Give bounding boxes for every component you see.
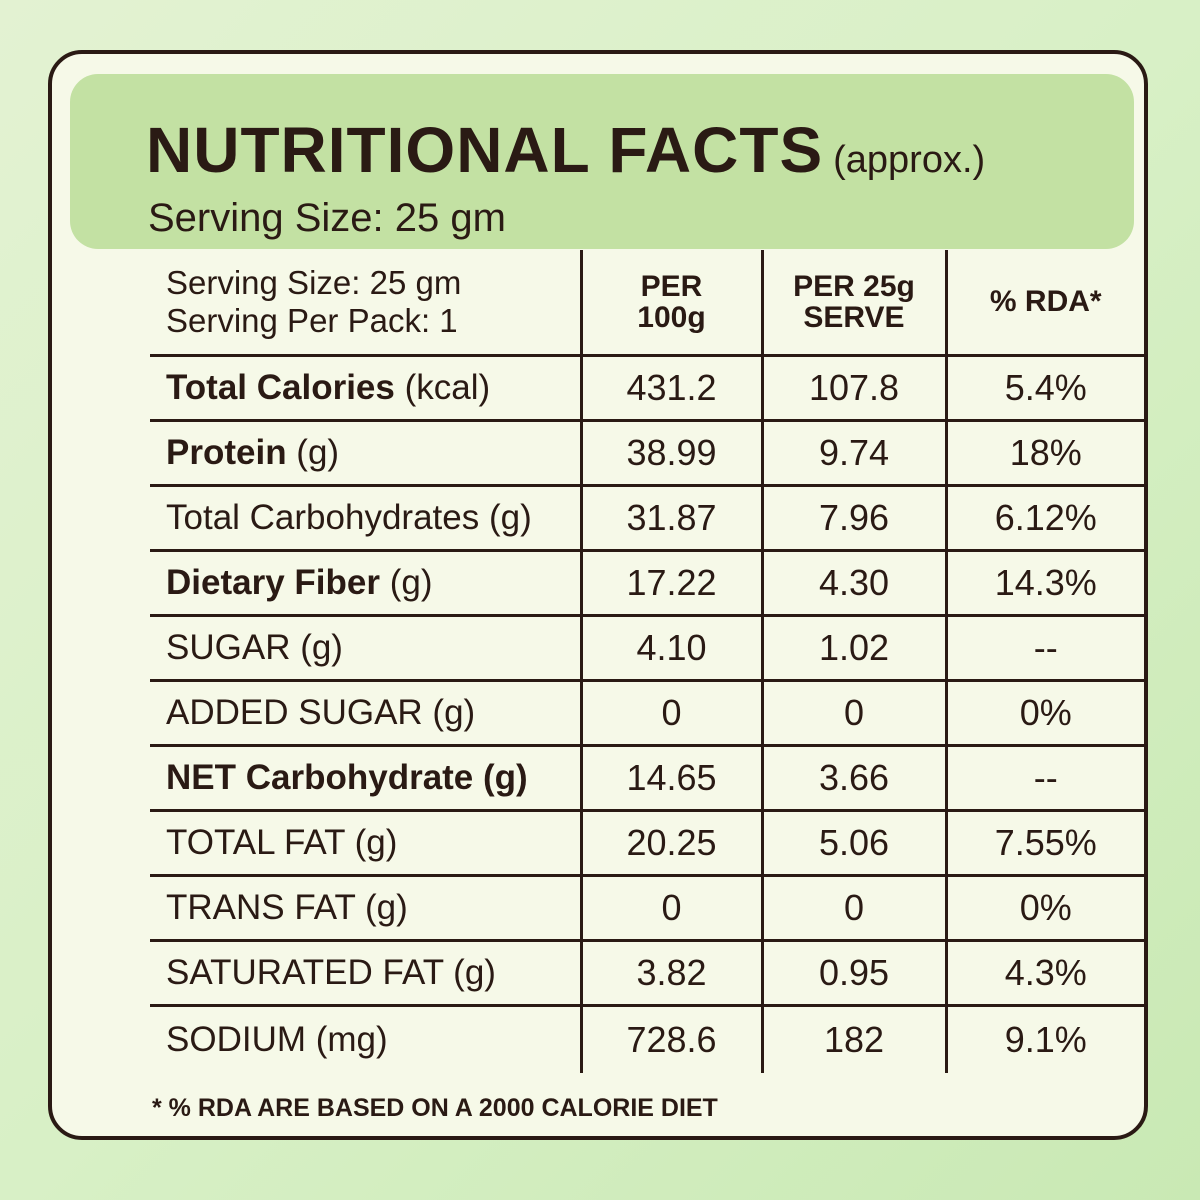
nutrient-label: ADDED SUGAR (g)	[150, 680, 581, 747]
per-25g-value: 7.96	[760, 485, 946, 552]
rda-value: 4.3%	[944, 940, 1144, 1007]
nutrient-label: TRANS FAT (g)	[150, 875, 581, 942]
title-banner: NUTRITIONAL FACTS (approx.) Serving Size:…	[70, 74, 1134, 249]
table-row: Protein (g) 38.99 9.74 18%	[150, 420, 1144, 487]
per-25g-value: 0	[760, 875, 946, 942]
nutrient-label: Total Carbohydrates (g)	[150, 485, 581, 552]
nutrient-name: TRANS FAT (g)	[166, 888, 408, 927]
per-100g-value: 431.2	[579, 355, 762, 422]
table-row: NET Carbohydrate (g) 14.65 3.66 --	[150, 745, 1144, 812]
nutrient-name: SATURATED FAT (g)	[166, 953, 496, 992]
nutrient-name: Dietary Fiber	[166, 563, 380, 602]
table-row: SATURATED FAT (g) 3.82 0.95 4.3%	[150, 940, 1144, 1007]
serving-per-pack-label: Serving Per Pack: 1	[166, 302, 458, 339]
serving-size-subtitle: Serving Size: 25 gm	[148, 196, 506, 240]
title-text: NUTRITIONAL FACTS	[146, 114, 824, 186]
nutrient-label: NET Carbohydrate (g)	[150, 745, 581, 812]
rda-value: --	[944, 615, 1144, 682]
nutrient-label: Total Calories (kcal)	[150, 355, 581, 422]
per-25g-value: 0	[760, 680, 946, 747]
rda-value: 14.3%	[944, 550, 1144, 617]
nutrient-name: ADDED SUGAR (g)	[166, 693, 476, 732]
table-row: Total Carbohydrates (g) 31.87 7.96 6.12%	[150, 485, 1144, 552]
per-100g-header: PER 100g	[579, 250, 762, 357]
nutrient-name: NET Carbohydrate (g)	[166, 758, 528, 797]
nutrient-label: Dietary Fiber (g)	[150, 550, 581, 617]
nutrient-name: Total Carbohydrates (g)	[166, 498, 532, 537]
per-100g-value: 3.82	[579, 940, 762, 1007]
rda-value: 6.12%	[944, 485, 1144, 552]
rda-value: 18%	[944, 420, 1144, 487]
nutrient-name: SODIUM (mg)	[166, 1020, 388, 1059]
nutrient-name: SUGAR (g)	[166, 628, 343, 667]
rda-value: 0%	[944, 875, 1144, 942]
header-line: 100g	[637, 301, 706, 334]
nutrition-rows: Total Calories (kcal) 431.2 107.8 5.4% Prote…	[150, 355, 1144, 1074]
per-100g-value: 20.25	[579, 810, 762, 877]
rda-value: 0%	[944, 680, 1144, 747]
per-100g-value: 14.65	[579, 745, 762, 812]
per-100g-value: 0	[579, 680, 762, 747]
title-note: (approx.)	[833, 139, 986, 181]
per-100g-value: 38.99	[579, 420, 762, 487]
nutrition-card: NUTRITIONAL FACTS (approx.) Serving Size:…	[48, 50, 1148, 1140]
per-25g-value: 1.02	[760, 615, 946, 682]
rda-value: --	[944, 745, 1144, 812]
nutrient-unit: (g)	[379, 563, 433, 602]
table-row: TOTAL FAT (g) 20.25 5.06 7.55%	[150, 810, 1144, 877]
nutrient-label: TOTAL FAT (g)	[150, 810, 581, 877]
table-row: SUGAR (g) 4.10 1.02 --	[150, 615, 1144, 682]
per-25g-value: 4.30	[760, 550, 946, 617]
rda-value: 7.55%	[944, 810, 1144, 877]
nutrient-name: Protein	[166, 433, 287, 472]
nutrition-table: Serving Size: 25 gm Serving Per Pack: 1 …	[150, 250, 1144, 1073]
rda-footnote: * % RDA ARE BASED ON A 2000 CALORIE DIET	[152, 1094, 718, 1122]
rda-value: 5.4%	[944, 355, 1144, 422]
table-row: Dietary Fiber (g) 17.22 4.30 14.3%	[150, 550, 1144, 617]
per-25g-value: 107.8	[760, 355, 946, 422]
per-25g-value: 182	[760, 1005, 946, 1073]
per-100g-value: 0	[579, 875, 762, 942]
header-line: PER	[640, 269, 703, 303]
table-row: SODIUM (mg) 728.6 182 9.1%	[150, 1005, 1144, 1074]
per-100g-value: 31.87	[579, 485, 762, 552]
per-25g-value: 3.66	[760, 745, 946, 812]
nutrient-label: SODIUM (mg)	[150, 1006, 581, 1074]
nutrient-name: TOTAL FAT (g)	[166, 823, 398, 862]
nutrient-label: SUGAR (g)	[150, 615, 581, 682]
per-25g-header: PER 25g SERVE	[760, 250, 946, 357]
nutrient-label: Protein (g)	[150, 420, 581, 487]
per-100g-value: 17.22	[579, 550, 762, 617]
per-100g-value: 4.10	[579, 615, 762, 682]
table-header-row: Serving Size: 25 gm Serving Per Pack: 1 …	[150, 250, 1144, 357]
page-title: NUTRITIONAL FACTS (approx.)	[146, 118, 985, 182]
nutrient-unit: (kcal)	[394, 368, 491, 407]
per-100g-value: 728.6	[579, 1005, 762, 1073]
header-line: SERVE	[803, 301, 905, 334]
table-row: Total Calories (kcal) 431.2 107.8 5.4%	[150, 355, 1144, 422]
table-row: ADDED SUGAR (g) 0 0 0%	[150, 680, 1144, 747]
serving-size-label: Serving Size: 25 gm	[166, 264, 462, 302]
header-line: PER 25g	[793, 269, 915, 303]
per-25g-value: 0.95	[760, 940, 946, 1007]
table-row: TRANS FAT (g) 0 0 0%	[150, 875, 1144, 942]
per-25g-value: 5.06	[760, 810, 946, 877]
per-25g-value: 9.74	[760, 420, 946, 487]
serving-info-header: Serving Size: 25 gm Serving Per Pack: 1	[150, 250, 581, 357]
nutrient-label: SATURATED FAT (g)	[150, 940, 581, 1007]
nutrient-unit: (g)	[286, 433, 340, 472]
rda-header: % RDA*	[944, 250, 1144, 357]
nutrient-name: Total Calories	[166, 368, 395, 407]
rda-value: 9.1%	[944, 1005, 1144, 1073]
